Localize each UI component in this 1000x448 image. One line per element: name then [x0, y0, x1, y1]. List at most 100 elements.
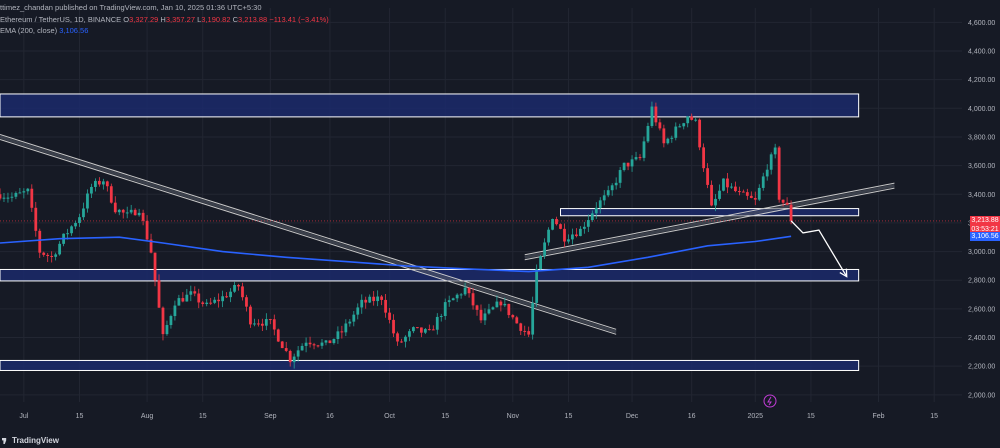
candle-body	[626, 162, 630, 167]
ema-legend-value: 3,106.56	[59, 26, 89, 35]
price-tick-label: 4,200.00	[968, 77, 995, 84]
candle-body	[276, 329, 280, 342]
candle-body	[614, 182, 618, 186]
candle-body	[718, 190, 721, 199]
candle-body	[312, 344, 316, 346]
trendline-edge	[524, 182, 895, 256]
trendline-fill	[524, 184, 895, 259]
candle-body	[22, 191, 26, 193]
price-axis[interactable]: 2,000.00 2,200.00 2,400.00 2,600.00 2,800.00…	[968, 20, 995, 400]
candle-body	[427, 329, 431, 331]
candle-body	[0, 194, 2, 199]
time-tick-label: 16	[326, 413, 334, 420]
candle-body	[105, 181, 109, 187]
candle-body	[495, 301, 499, 308]
candle-body	[722, 178, 725, 191]
time-tick-label: Jul	[19, 413, 28, 420]
candle-body	[654, 106, 658, 123]
candle-body	[233, 284, 236, 292]
candle-body	[26, 188, 30, 192]
price-tick-label: 2,000.00	[968, 392, 995, 399]
candle-body	[284, 348, 288, 351]
candle-body	[737, 191, 741, 193]
candle-body	[328, 340, 332, 344]
symbol-name[interactable]: Ethereum / TetherUS, 1D, BINANCE	[0, 15, 122, 24]
candle-body	[308, 342, 312, 345]
candle-body	[563, 228, 566, 242]
candle-body	[145, 220, 149, 240]
candle-body	[169, 316, 173, 326]
candle-body	[384, 299, 387, 313]
candle-body	[66, 233, 69, 235]
candle-body	[42, 252, 46, 255]
candle-body	[82, 208, 85, 218]
candle-body	[18, 192, 22, 194]
time-axis[interactable]: Jul 15 Aug 15 Sep 16 Oct 15 Nov 15 Dec 16 2025 15 Feb 1…	[19, 413, 938, 420]
candle-body	[264, 319, 268, 326]
candle-body	[463, 287, 467, 295]
candle-body	[423, 329, 427, 333]
ema-price-value: 3,106.56	[971, 233, 999, 241]
time-tick-label: 2025	[748, 413, 764, 420]
candles	[0, 101, 793, 369]
candle-body	[745, 192, 749, 196]
candle-body	[185, 294, 189, 302]
candle-body	[535, 269, 539, 303]
candle-body	[491, 307, 495, 310]
price-tick-label: 2,200.00	[968, 364, 995, 371]
candle-body	[237, 284, 240, 287]
candle-body	[670, 137, 674, 139]
ema-legend[interactable]: EMA (200, close) 3,106.56	[0, 26, 88, 35]
candle-body	[217, 299, 221, 302]
candle-body	[272, 319, 276, 330]
candle-body	[392, 319, 395, 334]
time-tick-label: Nov	[507, 413, 520, 420]
candle-body	[785, 202, 789, 205]
candle-body	[50, 255, 54, 257]
zone-rect	[0, 93, 860, 118]
candle-body	[360, 299, 364, 308]
candle-body	[698, 119, 702, 148]
candle-body	[682, 123, 686, 127]
price-tick-label: 2,400.00	[968, 335, 995, 342]
candle-body	[113, 202, 117, 213]
candle-body	[634, 157, 638, 160]
high-value: 3,357.27	[165, 15, 196, 24]
candle-body	[642, 141, 646, 158]
candle-body	[519, 323, 523, 331]
candle-body	[376, 296, 380, 302]
candle-body	[225, 296, 228, 298]
candle-body	[181, 298, 185, 302]
lightning-icon[interactable]	[763, 394, 777, 408]
ohlc-legend: Ethereum / TetherUS, 1D, BINANCE O3,327.…	[0, 15, 329, 24]
candle-body	[710, 184, 713, 206]
candle-body	[706, 168, 709, 185]
candle-body	[773, 147, 777, 155]
candle-body	[594, 207, 598, 214]
change-value: −113.41 (−3.41%)	[269, 15, 329, 24]
trendline-fill	[0, 135, 617, 334]
candle-body	[97, 180, 101, 185]
candle-body	[753, 197, 757, 200]
tradingview-logo[interactable]: TradingView	[2, 436, 59, 445]
candle-body	[650, 106, 654, 127]
candle-body	[606, 190, 610, 196]
candle-body	[543, 242, 546, 257]
candle-body	[320, 342, 324, 346]
time-tick-label: 15	[76, 413, 84, 420]
candle-body	[245, 297, 248, 307]
candle-body	[646, 126, 650, 142]
candle-body	[734, 186, 737, 192]
candle-body	[117, 209, 121, 213]
candle-body	[94, 180, 97, 187]
candle-body	[761, 176, 765, 188]
candle-body	[547, 229, 550, 243]
time-tick-label: Sep	[264, 413, 277, 420]
candle-body	[459, 294, 463, 296]
candle-body	[101, 181, 105, 185]
candle-body	[447, 300, 451, 303]
candle-body	[435, 316, 439, 330]
zone-rect	[0, 359, 860, 371]
candle-body	[777, 147, 781, 200]
